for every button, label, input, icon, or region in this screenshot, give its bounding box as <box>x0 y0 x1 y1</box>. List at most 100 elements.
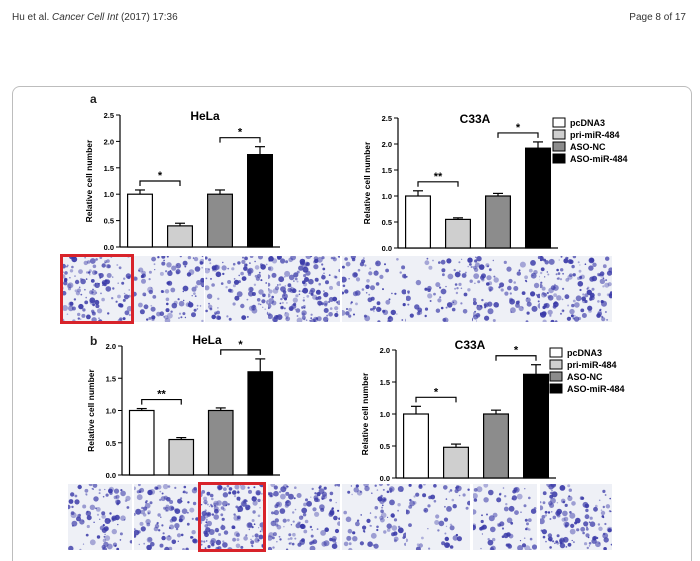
stained-cell <box>353 313 355 316</box>
stained-cell <box>268 546 273 550</box>
stained-cell <box>597 311 602 317</box>
stained-cell <box>380 512 387 518</box>
stained-cell <box>605 256 610 261</box>
stained-cell <box>554 286 556 289</box>
stained-cell <box>121 281 125 285</box>
stained-cell <box>334 484 337 487</box>
stained-cell <box>148 316 152 320</box>
stained-cell <box>314 497 319 503</box>
stained-cell <box>248 528 250 531</box>
stained-cell <box>350 302 352 305</box>
stained-cell <box>252 510 256 514</box>
stained-cell <box>346 308 348 310</box>
stained-cell <box>134 534 137 538</box>
stained-cell <box>406 509 410 515</box>
significance-bracket <box>415 396 457 403</box>
stained-cell <box>128 313 131 317</box>
stained-cell <box>365 292 368 294</box>
stained-cell <box>364 315 371 322</box>
stained-cell <box>541 292 545 295</box>
stained-cell <box>271 300 277 306</box>
stained-cell <box>105 264 111 269</box>
stained-cell <box>145 518 151 525</box>
stained-cell <box>187 511 189 514</box>
panel-label-a: a <box>90 92 97 106</box>
stained-cell <box>428 265 433 270</box>
stained-cell <box>488 515 495 522</box>
stained-cell <box>473 523 476 528</box>
stained-cell <box>597 523 601 526</box>
stained-cell <box>488 268 492 272</box>
stained-cell <box>473 493 478 499</box>
stained-cell <box>316 528 319 530</box>
stained-cell <box>211 314 216 320</box>
stained-cell <box>175 269 181 275</box>
stained-cell <box>515 300 520 305</box>
stained-cell <box>301 312 306 317</box>
stained-cell <box>258 256 263 260</box>
stained-cell <box>372 544 375 547</box>
stained-cell <box>329 510 335 516</box>
stained-cell <box>428 547 431 550</box>
stained-cell <box>574 302 580 308</box>
stained-cell <box>366 279 370 283</box>
stained-cell <box>218 533 222 536</box>
stained-cell <box>202 285 204 288</box>
stained-cell <box>370 308 373 311</box>
stained-cell <box>348 547 353 550</box>
stained-cell <box>298 265 304 271</box>
stained-cell <box>323 272 325 275</box>
stained-cell <box>206 491 211 496</box>
stained-cell <box>71 265 74 269</box>
stained-cell <box>199 305 202 307</box>
stained-cell <box>370 532 377 539</box>
stained-cell <box>187 256 192 260</box>
stained-cell <box>387 516 389 518</box>
stained-cell <box>248 305 254 311</box>
stained-cell <box>233 495 237 498</box>
stained-cell <box>101 514 106 519</box>
legend-swatch <box>549 347 563 358</box>
stained-cell <box>544 514 548 517</box>
stained-cell <box>183 485 187 489</box>
stained-cell <box>98 317 100 319</box>
stained-cell <box>222 500 228 507</box>
stained-cell <box>575 295 582 302</box>
stained-cell <box>337 256 340 258</box>
panel-label-b: b <box>90 334 98 348</box>
stained-cell <box>529 548 532 550</box>
stained-cell <box>315 289 321 295</box>
stained-cell <box>533 270 538 275</box>
stained-cell <box>296 493 302 498</box>
stained-cell <box>487 539 494 546</box>
stained-cell <box>143 542 146 545</box>
stained-cell <box>120 515 126 521</box>
stained-cell <box>547 309 553 315</box>
stained-cell <box>157 513 161 517</box>
bar-pcdna3 <box>403 413 430 479</box>
stained-cell <box>352 531 356 535</box>
stained-cell <box>328 300 331 303</box>
stained-cell <box>360 514 362 516</box>
stained-cell <box>294 486 297 489</box>
stained-cell <box>540 529 543 532</box>
stained-cell <box>82 504 87 509</box>
page-number: Page 8 of 17 <box>629 12 686 23</box>
stained-cell <box>268 313 273 320</box>
stained-cell <box>200 281 204 288</box>
stained-cell <box>549 546 552 549</box>
y-axis-label: Relative cell number <box>84 139 94 222</box>
stained-cell <box>237 489 239 491</box>
stained-cell <box>228 288 232 293</box>
stained-cell <box>338 268 340 273</box>
stained-cell <box>543 258 547 262</box>
stained-cell <box>313 318 316 322</box>
chart-title: C33A <box>455 338 486 352</box>
stained-cell <box>383 498 386 501</box>
stained-cell <box>531 544 537 550</box>
stained-cell <box>470 265 473 269</box>
stained-cell <box>524 545 531 550</box>
stained-cell <box>213 506 219 512</box>
stained-cell <box>458 494 461 497</box>
stained-cell <box>191 286 197 292</box>
